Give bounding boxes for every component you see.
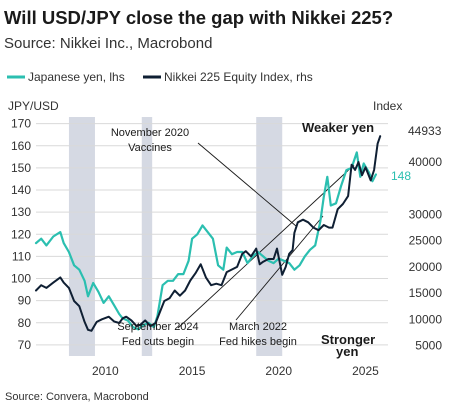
left-tick-label-6: 130 xyxy=(11,205,31,219)
series-line-yen xyxy=(34,151,377,331)
series-line-nikkei xyxy=(35,135,382,332)
x-tick-label-0: 2010 xyxy=(92,364,119,378)
shaded-band-0 xyxy=(68,117,95,356)
left-tick-label-2: 90 xyxy=(18,294,32,308)
legend-yen-label: Japanese yen, lhs xyxy=(28,70,125,84)
right-tick-label-5: 30000 xyxy=(409,207,443,221)
left-tick-label-4: 110 xyxy=(12,249,31,263)
x-tick-label-1: 2015 xyxy=(179,364,206,378)
x-tick-label-3: 2025 xyxy=(352,364,379,378)
recession-shading-layer xyxy=(68,117,283,356)
left-tick-label-3: 100 xyxy=(11,272,31,286)
series-layer xyxy=(34,135,382,332)
chart-subtitle: Source: Nikkei Inc., Macrobond xyxy=(4,35,212,52)
legend-nikkei-label: Nikkei 225 Equity Index, rhs xyxy=(164,70,313,84)
last-value-nikkei: 44933 xyxy=(408,124,442,138)
annotation-nov-2020-line1: November 2020 xyxy=(111,127,189,139)
annotation-sep-2024-line1: September 2024 xyxy=(117,321,198,333)
annotation-weaker-yen: Weaker yen xyxy=(302,120,374,135)
left-tick-label-10: 170 xyxy=(11,117,31,131)
right-axis-ticks: 5000 10000 15000 20000 25000 30000 40000 xyxy=(409,155,443,352)
right-tick-label-3: 20000 xyxy=(409,260,443,274)
annotation-stronger-yen-line1: Stronger xyxy=(321,332,375,347)
left-tick-label-0: 70 xyxy=(18,338,32,352)
right-tick-label-6: 40000 xyxy=(409,155,443,169)
right-tick-label-4: 25000 xyxy=(409,234,443,248)
annotation-mar-2022-line2: Fed hikes begin xyxy=(219,336,297,348)
right-tick-label-1: 10000 xyxy=(409,312,443,326)
leader-line-mar-2022 xyxy=(235,215,324,321)
chart-title: Will USD/JPY close the gap with Nikkei 2… xyxy=(4,7,393,28)
y-axis-right-title: Index xyxy=(373,99,402,113)
shaded-band-2 xyxy=(256,117,283,356)
left-axis-ticks: 70 80 90 100 110 120 130 140 150 160 170 xyxy=(11,117,31,352)
grid-layer xyxy=(36,123,388,346)
left-tick-label-8: 150 xyxy=(11,161,31,175)
last-value-yen: 148 xyxy=(391,169,411,183)
right-tick-label-0: 5000 xyxy=(415,339,442,353)
x-axis-ticks: 2010 2015 2020 2025 xyxy=(92,364,379,378)
right-tick-label-2: 15000 xyxy=(409,286,443,300)
left-tick-label-7: 140 xyxy=(11,183,31,197)
annotation-mar-2022-line1: March 2022 xyxy=(229,321,287,333)
left-tick-label-9: 160 xyxy=(11,139,31,153)
left-tick-label-1: 80 xyxy=(18,316,32,330)
leader-line-nov-2020 xyxy=(197,142,297,227)
annotation-sep-2024-line2: Fed cuts begin xyxy=(122,336,194,348)
annotation-stronger-yen-line2: yen xyxy=(336,344,358,359)
y-axis-left-title: JPY/USD xyxy=(8,99,59,113)
annotation-nov-2020-line2: Vaccines xyxy=(128,142,172,154)
shaded-band-1 xyxy=(141,117,153,356)
left-tick-label-5: 120 xyxy=(11,227,31,241)
chart-footer: Source: Convera, Macrobond xyxy=(5,391,149,403)
x-tick-label-2: 2020 xyxy=(265,364,292,378)
